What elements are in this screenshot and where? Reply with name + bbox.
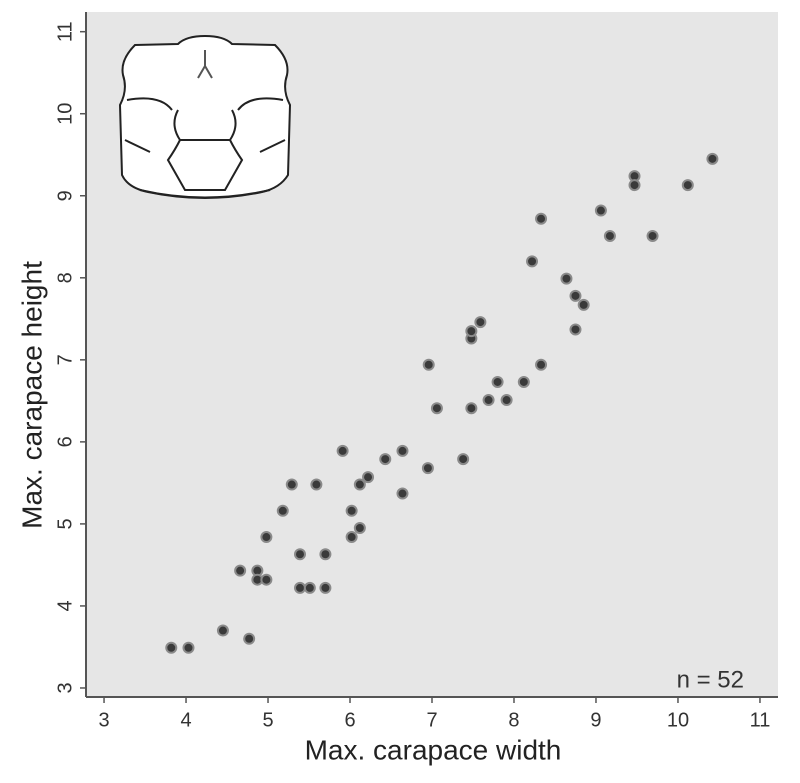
point (345, 531, 358, 544)
point (681, 179, 694, 192)
x-tick-label: 6 (344, 709, 355, 731)
point (569, 289, 582, 302)
y-tick-label: 11 (54, 21, 76, 42)
point (465, 325, 478, 338)
carapace-icon (118, 34, 292, 199)
point (285, 478, 298, 491)
x-tick-label: 7 (426, 709, 437, 731)
point (260, 531, 273, 544)
x-tick-label: 8 (508, 709, 519, 731)
point (182, 641, 195, 654)
point (396, 444, 409, 457)
x-axis-title: Max. carapace width (305, 734, 562, 765)
y-tick-label: 4 (54, 600, 76, 611)
point (474, 316, 487, 329)
point (260, 573, 273, 586)
point (362, 471, 375, 484)
point (310, 478, 323, 491)
point (535, 212, 548, 225)
point (560, 272, 573, 285)
point (379, 453, 392, 466)
point (421, 462, 434, 475)
y-tick-label: 8 (54, 272, 76, 283)
point (535, 358, 548, 371)
point (646, 229, 659, 242)
point (319, 581, 332, 594)
point (165, 641, 178, 654)
point (293, 548, 306, 561)
point (594, 204, 607, 217)
point (569, 323, 582, 336)
y-tick-label: 5 (54, 518, 76, 529)
point (303, 581, 316, 594)
y-tick-label: 6 (54, 436, 76, 447)
x-tick-label: 9 (590, 709, 601, 731)
point (276, 504, 289, 517)
x-tick-label: 4 (180, 709, 191, 731)
point (345, 504, 358, 517)
point (482, 394, 495, 407)
point (293, 581, 306, 594)
point (491, 375, 504, 388)
point (706, 152, 719, 165)
point (319, 548, 332, 561)
point (336, 444, 349, 457)
annotation: n = 52 (677, 666, 744, 693)
y-tick-label: 9 (54, 190, 76, 201)
point (628, 179, 641, 192)
point (465, 402, 478, 415)
point (457, 453, 470, 466)
point (243, 632, 256, 645)
point (396, 487, 409, 500)
y-tick-label: 7 (54, 354, 76, 365)
point (234, 564, 247, 577)
x-tick-label: 11 (750, 709, 771, 731)
point (603, 229, 616, 242)
point (353, 478, 366, 491)
point (526, 255, 539, 268)
point (577, 298, 590, 311)
x-tick-label: 10 (667, 709, 689, 731)
y-tick-label: 10 (54, 103, 76, 125)
point (353, 522, 366, 535)
x-tick-label: 5 (262, 709, 273, 731)
point (500, 394, 513, 407)
y-tick-label: 3 (54, 682, 76, 693)
point (216, 624, 229, 637)
x-tick-label: 3 (98, 709, 109, 731)
point (422, 358, 435, 371)
point (430, 402, 443, 415)
y-axis-title: Max. carapace height (16, 261, 47, 529)
point (517, 375, 530, 388)
